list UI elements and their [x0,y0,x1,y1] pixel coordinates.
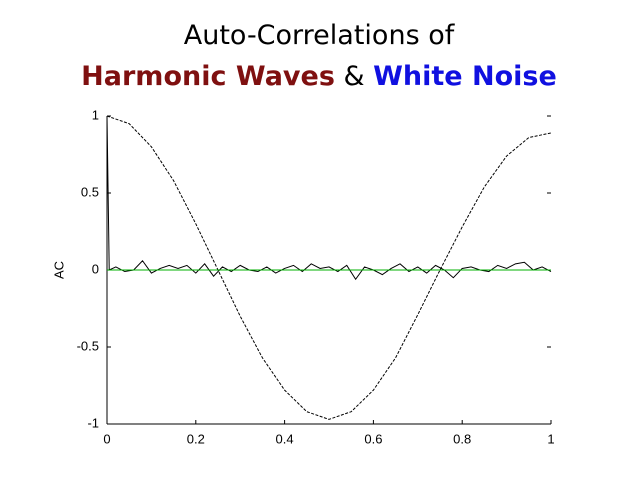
x-tick-label: 0.4 [276,431,294,446]
y-tick-label: 1 [92,107,99,122]
series-line [106,115,552,281]
y-tick-label: -1 [87,415,99,430]
title-part: & [343,61,364,92]
y-tick-label: 0 [92,261,99,276]
x-tick-label: 0.8 [453,431,471,446]
y-tick-label: -0.5 [77,338,99,353]
x-tick-label: 0 [103,431,110,446]
y-axis-label: AC [51,261,66,279]
chart-title: Auto-Correlations of [184,20,456,51]
y-tick-label: 0.5 [81,184,99,199]
series-line [106,115,552,420]
x-tick-label: 0.6 [364,431,382,446]
title-part: White Noise [373,61,557,92]
title-part: Harmonic Waves [81,61,335,92]
x-tick-label: 0.2 [187,431,205,446]
chart-subtitle: Harmonic Waves & White Noise [81,61,557,92]
x-tick-label: 1 [547,431,554,446]
